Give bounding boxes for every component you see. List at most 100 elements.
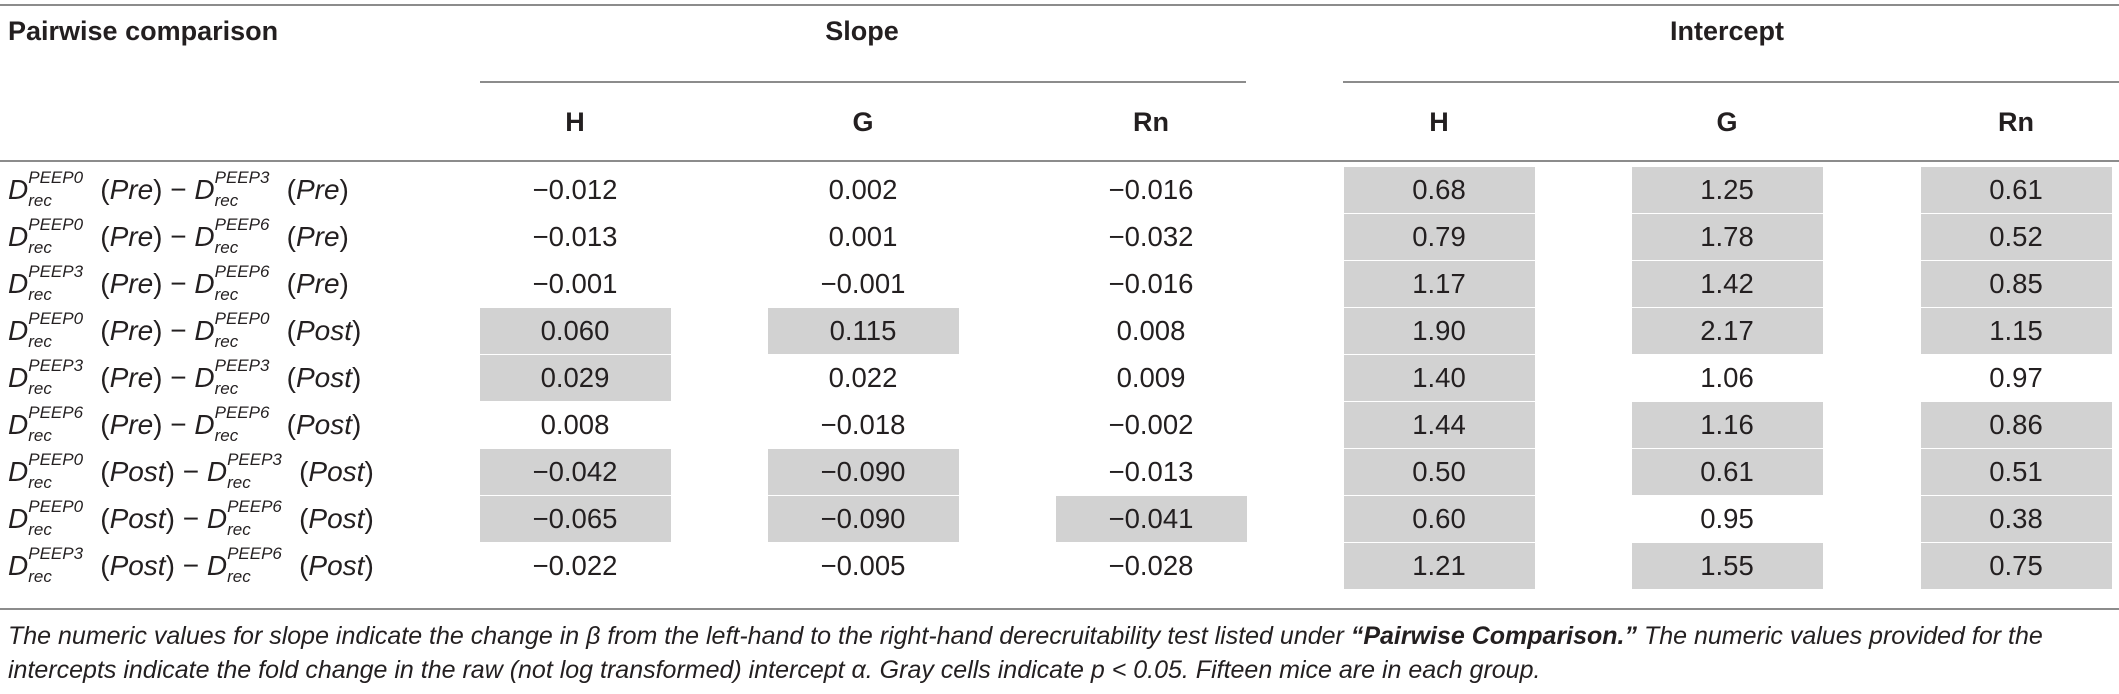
right-symbol: D — [206, 456, 228, 487]
right-subscript: rec — [227, 567, 251, 586]
row-label: D PEEP0 rec (Pre) − D PEEP6 rec (Pre) — [8, 214, 349, 260]
row-label: D PEEP3 rec (Pre) − D PEEP6 rec (Pre) — [8, 261, 349, 307]
header-bottom-rule — [0, 160, 2119, 162]
right-superscript: PEEP6 — [214, 403, 270, 422]
subheader-intercept-g: G — [1716, 107, 1738, 137]
row-label: D PEEP0 rec (Post) − D PEEP3 rec (Post) — [8, 449, 374, 495]
table-cell: 1.15 — [1920, 308, 2112, 354]
top-rule — [0, 4, 2119, 6]
left-superscript: PEEP0 — [28, 215, 84, 234]
left-subscript: rec — [28, 473, 52, 492]
subheader-slope-g: G — [852, 107, 874, 137]
left-subscript: rec — [28, 567, 52, 586]
table-cell: 0.79 — [1343, 214, 1535, 260]
table-cell: −0.090 — [767, 496, 959, 542]
left-subscript: rec — [28, 285, 52, 304]
left-phase: Post — [109, 503, 166, 534]
right-phase: Pre — [295, 174, 340, 205]
right-phase: Post — [295, 362, 352, 393]
right-superscript: PEEP6 — [214, 262, 270, 281]
left-subscript: rec — [28, 191, 52, 210]
table-cell: 0.95 — [1700, 503, 1754, 534]
left-phase: Pre — [109, 268, 154, 299]
table-cell: 0.002 — [828, 174, 898, 205]
left-symbol: D — [8, 503, 29, 534]
table-cell: 0.115 — [767, 308, 959, 354]
table-cell: 2.17 — [1631, 308, 1823, 354]
table-cell: 0.008 — [1116, 315, 1186, 346]
table-cell: 0.001 — [828, 221, 898, 252]
slope-underline — [480, 81, 1246, 83]
left-subscript: rec — [28, 379, 52, 398]
left-phase: Pre — [109, 362, 154, 393]
table-cell: 0.060 — [479, 308, 671, 354]
table-cell: −0.042 — [479, 449, 671, 495]
left-superscript: PEEP0 — [28, 450, 84, 469]
table-cell: 0.50 — [1343, 449, 1535, 495]
right-phase: Pre — [295, 268, 340, 299]
left-symbol: D — [8, 174, 29, 205]
table-cell: 0.51 — [1920, 449, 2112, 495]
row-label: D PEEP3 rec (Post) − D PEEP6 rec (Post) — [8, 543, 374, 589]
left-phase: Pre — [109, 221, 154, 252]
table-cell: −0.002 — [1108, 409, 1194, 440]
right-phase: Pre — [295, 221, 340, 252]
right-phase: Post — [295, 409, 352, 440]
table-cell: 0.86 — [1920, 402, 2112, 448]
right-symbol: D — [206, 503, 228, 534]
table-cell: 0.022 — [828, 362, 898, 393]
table-cell: 0.52 — [1920, 214, 2112, 260]
right-subscript: rec — [214, 426, 239, 445]
table-cell: 1.17 — [1343, 261, 1535, 307]
row-label: D PEEP0 rec (Pre) − D PEEP3 rec (Pre) — [8, 167, 349, 213]
table-cell: −0.022 — [532, 550, 618, 581]
left-superscript: PEEP6 — [28, 403, 84, 422]
table-cell: 1.42 — [1631, 261, 1823, 307]
footnote-part1: The numeric values for slope indicate th… — [8, 622, 1351, 650]
left-phase: Pre — [109, 174, 154, 205]
left-phase: Pre — [109, 409, 154, 440]
table-cell: 1.40 — [1343, 355, 1535, 401]
footnote-part2: The numeric values provided for the inte… — [8, 622, 2043, 684]
row-label: D PEEP3 rec (Pre) − D PEEP3 rec (Post) — [8, 355, 361, 401]
header-pairwise-comparison: Pairwise comparison — [8, 16, 279, 46]
table-cell: 0.97 — [1989, 362, 2043, 393]
header-slope: Slope — [825, 16, 899, 46]
left-symbol: D — [8, 221, 29, 252]
right-symbol: D — [194, 315, 215, 346]
right-superscript: PEEP6 — [227, 497, 282, 516]
table-cell: 1.55 — [1631, 543, 1823, 589]
right-symbol: D — [194, 409, 215, 440]
right-superscript: PEEP3 — [214, 356, 270, 375]
left-superscript: PEEP3 — [28, 544, 84, 563]
table-cell: 1.06 — [1700, 362, 1754, 393]
right-symbol: D — [194, 268, 215, 299]
left-symbol: D — [8, 409, 29, 440]
right-symbol: D — [194, 174, 215, 205]
table-cell: 0.61 — [1920, 167, 2112, 213]
right-superscript: PEEP3 — [227, 450, 282, 469]
table-cell: 0.009 — [1116, 362, 1186, 393]
table-cell: 0.60 — [1343, 496, 1535, 542]
table-cell: 1.16 — [1631, 402, 1823, 448]
left-phase: Post — [109, 456, 166, 487]
right-superscript: PEEP0 — [214, 309, 270, 328]
right-phase: Post — [308, 456, 365, 487]
table-cell: 0.85 — [1920, 261, 2112, 307]
right-symbol: D — [206, 550, 228, 581]
left-symbol: D — [8, 362, 29, 393]
left-superscript: PEEP0 — [28, 309, 84, 328]
subheader-slope-h: H — [565, 107, 585, 137]
left-superscript: PEEP0 — [28, 497, 84, 516]
table-cell: −0.016 — [1108, 174, 1194, 205]
bottom-rule — [0, 608, 2119, 610]
row-label: D PEEP0 rec (Pre) − D PEEP0 rec (Post) — [8, 308, 361, 354]
right-subscript: rec — [227, 473, 251, 492]
right-superscript: PEEP3 — [214, 168, 270, 187]
table-cell: 1.25 — [1631, 167, 1823, 213]
table-cell: −0.016 — [1108, 268, 1194, 299]
subheader-intercept-rn: Rn — [1998, 107, 2034, 137]
table-cell: −0.028 — [1108, 550, 1194, 581]
table-cell: −0.065 — [479, 496, 671, 542]
right-subscript: rec — [214, 238, 239, 257]
